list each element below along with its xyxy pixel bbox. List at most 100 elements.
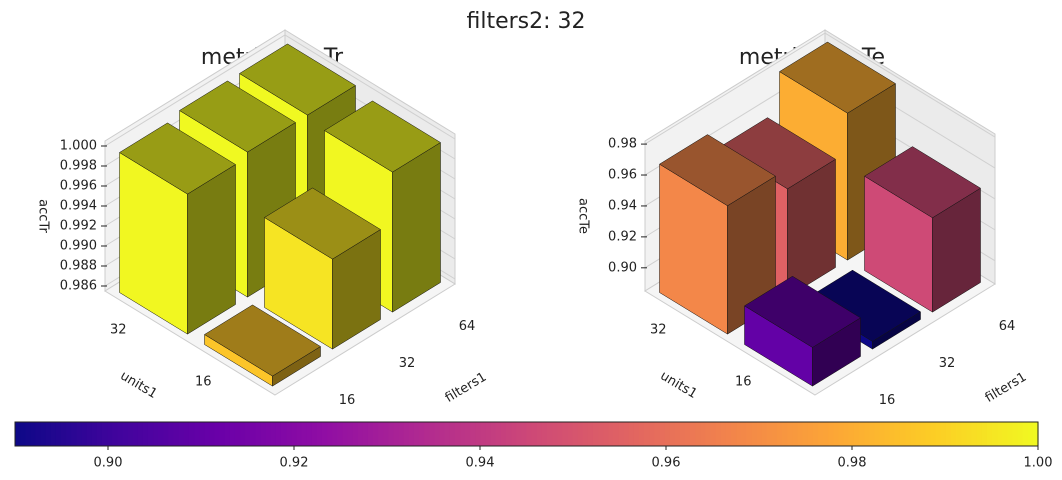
bar-top [659,134,776,207]
bar-top [324,100,441,173]
colorbar-strip [587,422,594,446]
colorbar-strip [1022,422,1029,446]
z-tick-label: 0.988 [60,259,97,274]
colorbar-strip [940,422,947,446]
colorbar-strip [552,422,558,446]
colorbar-strip [66,422,72,446]
colorbar-strip [158,422,164,446]
colorbar-strip [107,422,113,446]
colorbar-strip [20,422,26,446]
colorbar-strip [117,422,124,446]
colorbar-strip [971,422,978,446]
colorbar-strip [142,422,149,446]
y-tick-label: 32 [110,322,127,337]
colorbar-strip [884,422,891,446]
colorbar-strip [434,422,441,446]
colorbar-strip [858,422,865,446]
colorbar-strip [925,422,932,446]
colorbar-strip [1027,422,1034,446]
colorbar-strip [398,422,405,446]
colorbar-strip [25,422,31,446]
colorbar-strip [291,422,297,446]
colorbar-strip [690,422,696,446]
bar [864,146,981,313]
colorbar-strip [797,422,804,446]
colorbar-strip [178,422,185,446]
x-axis-label: filters1 [443,370,490,406]
bar-top [264,187,381,260]
colorbar-strip [986,422,993,446]
colorbar-strip [1002,422,1008,446]
x-tick-label: 64 [459,319,476,334]
bar-top [744,275,861,348]
z-tick-label: 0.996 [60,179,97,194]
colorbar-strip [659,422,666,446]
colorbar-strip [521,422,528,446]
colorbar-strip [168,422,175,446]
colorbar-strip [899,422,906,446]
colorbar-strip [915,422,921,446]
colorbar-strip [674,422,681,446]
colorbar-strip [270,422,277,446]
colorbar-strip [173,422,180,446]
bar-top [204,304,321,377]
colorbar-strip [81,422,88,446]
colorbar-strip [352,422,359,446]
colorbar-strip [204,422,210,446]
colorbar-strip [787,422,794,446]
colorbar-strip [633,422,640,446]
z-tick-label: 0.992 [60,219,97,234]
colorbar-strip [234,422,241,446]
colorbar-strip [715,422,722,446]
colorbar-strip [86,422,93,446]
y-tick-label: 16 [195,374,212,389]
colorbar-strip [15,422,21,446]
colorbar-strip [306,422,313,446]
x-tick-label: 32 [399,356,416,371]
colorbar-strip [628,422,635,446]
colorbar-strip [951,422,957,446]
colorbar-strip [413,422,420,446]
colorbar-strip [695,422,702,446]
colorbar-strip [654,422,661,446]
z-tick-label: 0.998 [60,159,97,174]
colorbar-strip [761,422,768,446]
colorbar-strip [736,422,742,446]
colorbar-strip [280,422,287,446]
colorbar-strip [511,422,517,446]
colorbar-strip [485,422,492,446]
colorbar-strip [240,422,246,446]
x-tick-label: 64 [999,319,1016,334]
z-tick-label: 1.000 [60,139,97,154]
colorbar-strip [40,422,47,446]
colorbar-strip [429,422,436,446]
bar-top [239,43,356,116]
colorbar-strip [506,422,512,446]
colorbar-strip [470,422,476,446]
colorbar-strip [894,422,901,446]
colorbar-strip [956,422,962,446]
colorbar-strip [777,422,783,446]
colorbar-strip [147,422,154,446]
colorbar-strip [347,422,354,446]
grid-line [644,32,996,145]
x-axis-label: filters1 [983,370,1030,406]
colorbar-strip [475,422,482,446]
y-tick-label: 16 [735,374,752,389]
colorbar-strip [480,422,487,446]
colorbar-strip [362,422,369,446]
colorbar-strip [61,422,67,446]
y-tick-label: 32 [650,322,667,337]
colorbar-strip [582,422,589,446]
colorbar-strip [869,422,875,446]
colorbar-strip [286,422,292,446]
colorbar-strip [772,422,778,446]
colorbar-strip [275,422,282,446]
colorbar-strip [823,422,829,446]
colorbar-strip [55,422,62,446]
colorbar-strip [618,422,625,446]
colorbar-strip [623,422,630,446]
colorbar-strip [905,422,911,446]
colorbar-strip [219,422,226,446]
